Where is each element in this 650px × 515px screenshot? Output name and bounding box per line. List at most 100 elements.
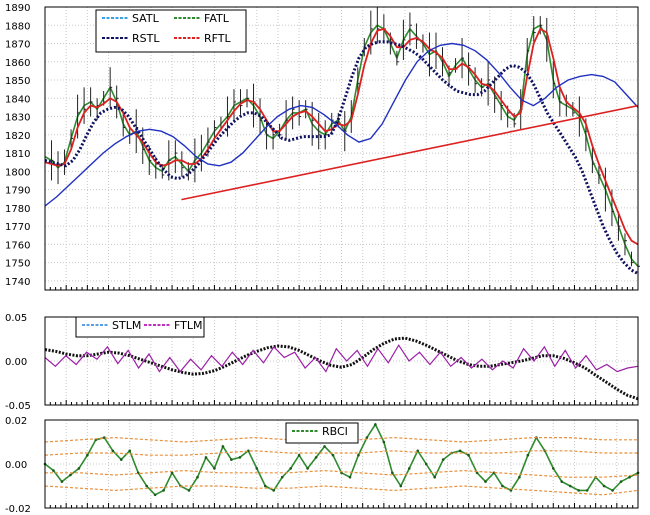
- rbci-point: [170, 471, 174, 475]
- rbci-point: [560, 480, 564, 483]
- rbci-point: [60, 480, 64, 483]
- rbci-point: [501, 484, 504, 488]
- rbci-point: [263, 484, 267, 488]
- y-tick-label: 1830: [5, 113, 30, 124]
- rbci-point: [518, 475, 521, 479]
- rbci-point: [306, 467, 309, 470]
- y-tick-label: 1890: [5, 3, 30, 14]
- series-line-band_lower_outer: [44, 485, 639, 496]
- rbci-point: [204, 456, 208, 459]
- rbci-point: [577, 489, 580, 492]
- rbci-point: [467, 453, 470, 457]
- rbci-point: [289, 467, 292, 470]
- rbci-point: [475, 471, 479, 475]
- rbci-point: [407, 467, 411, 470]
- rbci-point: [128, 449, 132, 453]
- legend-label-STLM: STLM: [112, 319, 141, 332]
- rbci-point: [323, 445, 326, 448]
- rbci-point: [213, 467, 216, 470]
- rbci-point: [374, 423, 377, 426]
- y-tick-label: 0.02: [5, 416, 27, 427]
- y-tick-label: 1760: [5, 240, 30, 251]
- rbci-point: [331, 453, 335, 457]
- rbci-point: [153, 493, 157, 497]
- y-tick-label: 1740: [5, 277, 30, 288]
- series-line-RFTL: [44, 27, 639, 246]
- legend-box: [75, 316, 205, 338]
- rbci-point: [424, 462, 428, 466]
- y-tick-label: 1880: [5, 21, 30, 32]
- rbci-point: [221, 445, 225, 448]
- rbci-point: [551, 467, 555, 470]
- panel-oscillator: 0.05 0.00 -0.05 STLM FTLM: [5, 313, 639, 412]
- rbci-point: [145, 484, 148, 488]
- plot-frame: [44, 419, 639, 509]
- y-tick-label: 1790: [5, 186, 30, 197]
- rbci-point: [458, 449, 462, 453]
- rbci-point: [526, 453, 530, 457]
- rbci-point: [297, 453, 301, 457]
- rbci-point: [568, 484, 572, 488]
- y-tick-label: 1810: [5, 149, 30, 160]
- y-tick-label: 1820: [5, 131, 30, 142]
- rbci-point: [365, 436, 369, 439]
- legend-label-RFTL: RFTL: [204, 32, 231, 45]
- rbci-point: [484, 480, 487, 483]
- rbci-point: [238, 456, 242, 459]
- series-line-FTLM: [44, 344, 639, 373]
- rbci-point: [86, 453, 89, 457]
- y-tick-label: 0.00: [5, 460, 27, 471]
- rbci-point: [628, 475, 631, 479]
- rbci-point: [187, 489, 191, 492]
- panel-price: 1890 1880 1870 1860 1850 1840 1830 1820 1810 1800…: [5, 3, 640, 291]
- rbci-point: [111, 449, 115, 453]
- rbci-point: [585, 489, 589, 492]
- rbci-point: [619, 480, 623, 483]
- y-tick-label: 0.00: [5, 357, 27, 368]
- series-line-STLM: [44, 336, 639, 401]
- y-tick-label: 1800: [5, 167, 30, 178]
- series-line-band_lower_inner: [45, 469, 639, 478]
- legend-label-SATL: SATL: [132, 12, 160, 25]
- rbci-point: [280, 475, 284, 479]
- series-line-band_upper_inner: [44, 450, 638, 456]
- y-tick-label: 1870: [5, 40, 30, 51]
- rbci-point: [196, 475, 199, 479]
- y-tick-label: -0.05: [5, 401, 31, 412]
- rbci-point: [255, 467, 259, 470]
- rbci-point: [416, 449, 420, 453]
- y-tick-label: 0.05: [5, 313, 27, 324]
- series-line-RSTL: [44, 40, 639, 275]
- series-line-STLM_trend: [44, 42, 639, 207]
- plot-frame: [44, 6, 639, 291]
- y-tick-label: 1850: [5, 76, 30, 87]
- legend-label-RBCI: RBCI: [322, 425, 348, 438]
- rbci-point: [391, 471, 394, 475]
- plot-frame: [44, 316, 639, 406]
- rbci-point: [69, 473, 72, 477]
- y-tick-label: 1780: [5, 204, 30, 215]
- y-tick-label: -0.02: [5, 504, 31, 515]
- rbci-point: [399, 484, 403, 488]
- rbci-point: [230, 458, 233, 461]
- rbci-point: [602, 484, 606, 488]
- rbci-point: [441, 458, 445, 461]
- panel-rbci: 0.02 0.00 -0.02 RBCI: [5, 416, 640, 515]
- y-tick-label: 1750: [5, 259, 30, 270]
- rbci-point: [348, 475, 352, 479]
- rbci-point: [357, 453, 360, 457]
- rbci-point: [162, 489, 165, 492]
- rbci-point: [509, 489, 513, 492]
- legend-box: [285, 422, 359, 444]
- legend-label-FATL: FATL: [204, 12, 230, 25]
- y-tick-label: 1860: [5, 58, 30, 69]
- rbci-point: [314, 456, 318, 459]
- rbci-point: [77, 467, 81, 470]
- rbci-point: [382, 440, 386, 444]
- rbci-point: [119, 458, 123, 461]
- legend-label-RSTL: RSTL: [132, 32, 160, 45]
- y-tick-label: 1770: [5, 222, 30, 233]
- support-trendline: [181, 104, 639, 201]
